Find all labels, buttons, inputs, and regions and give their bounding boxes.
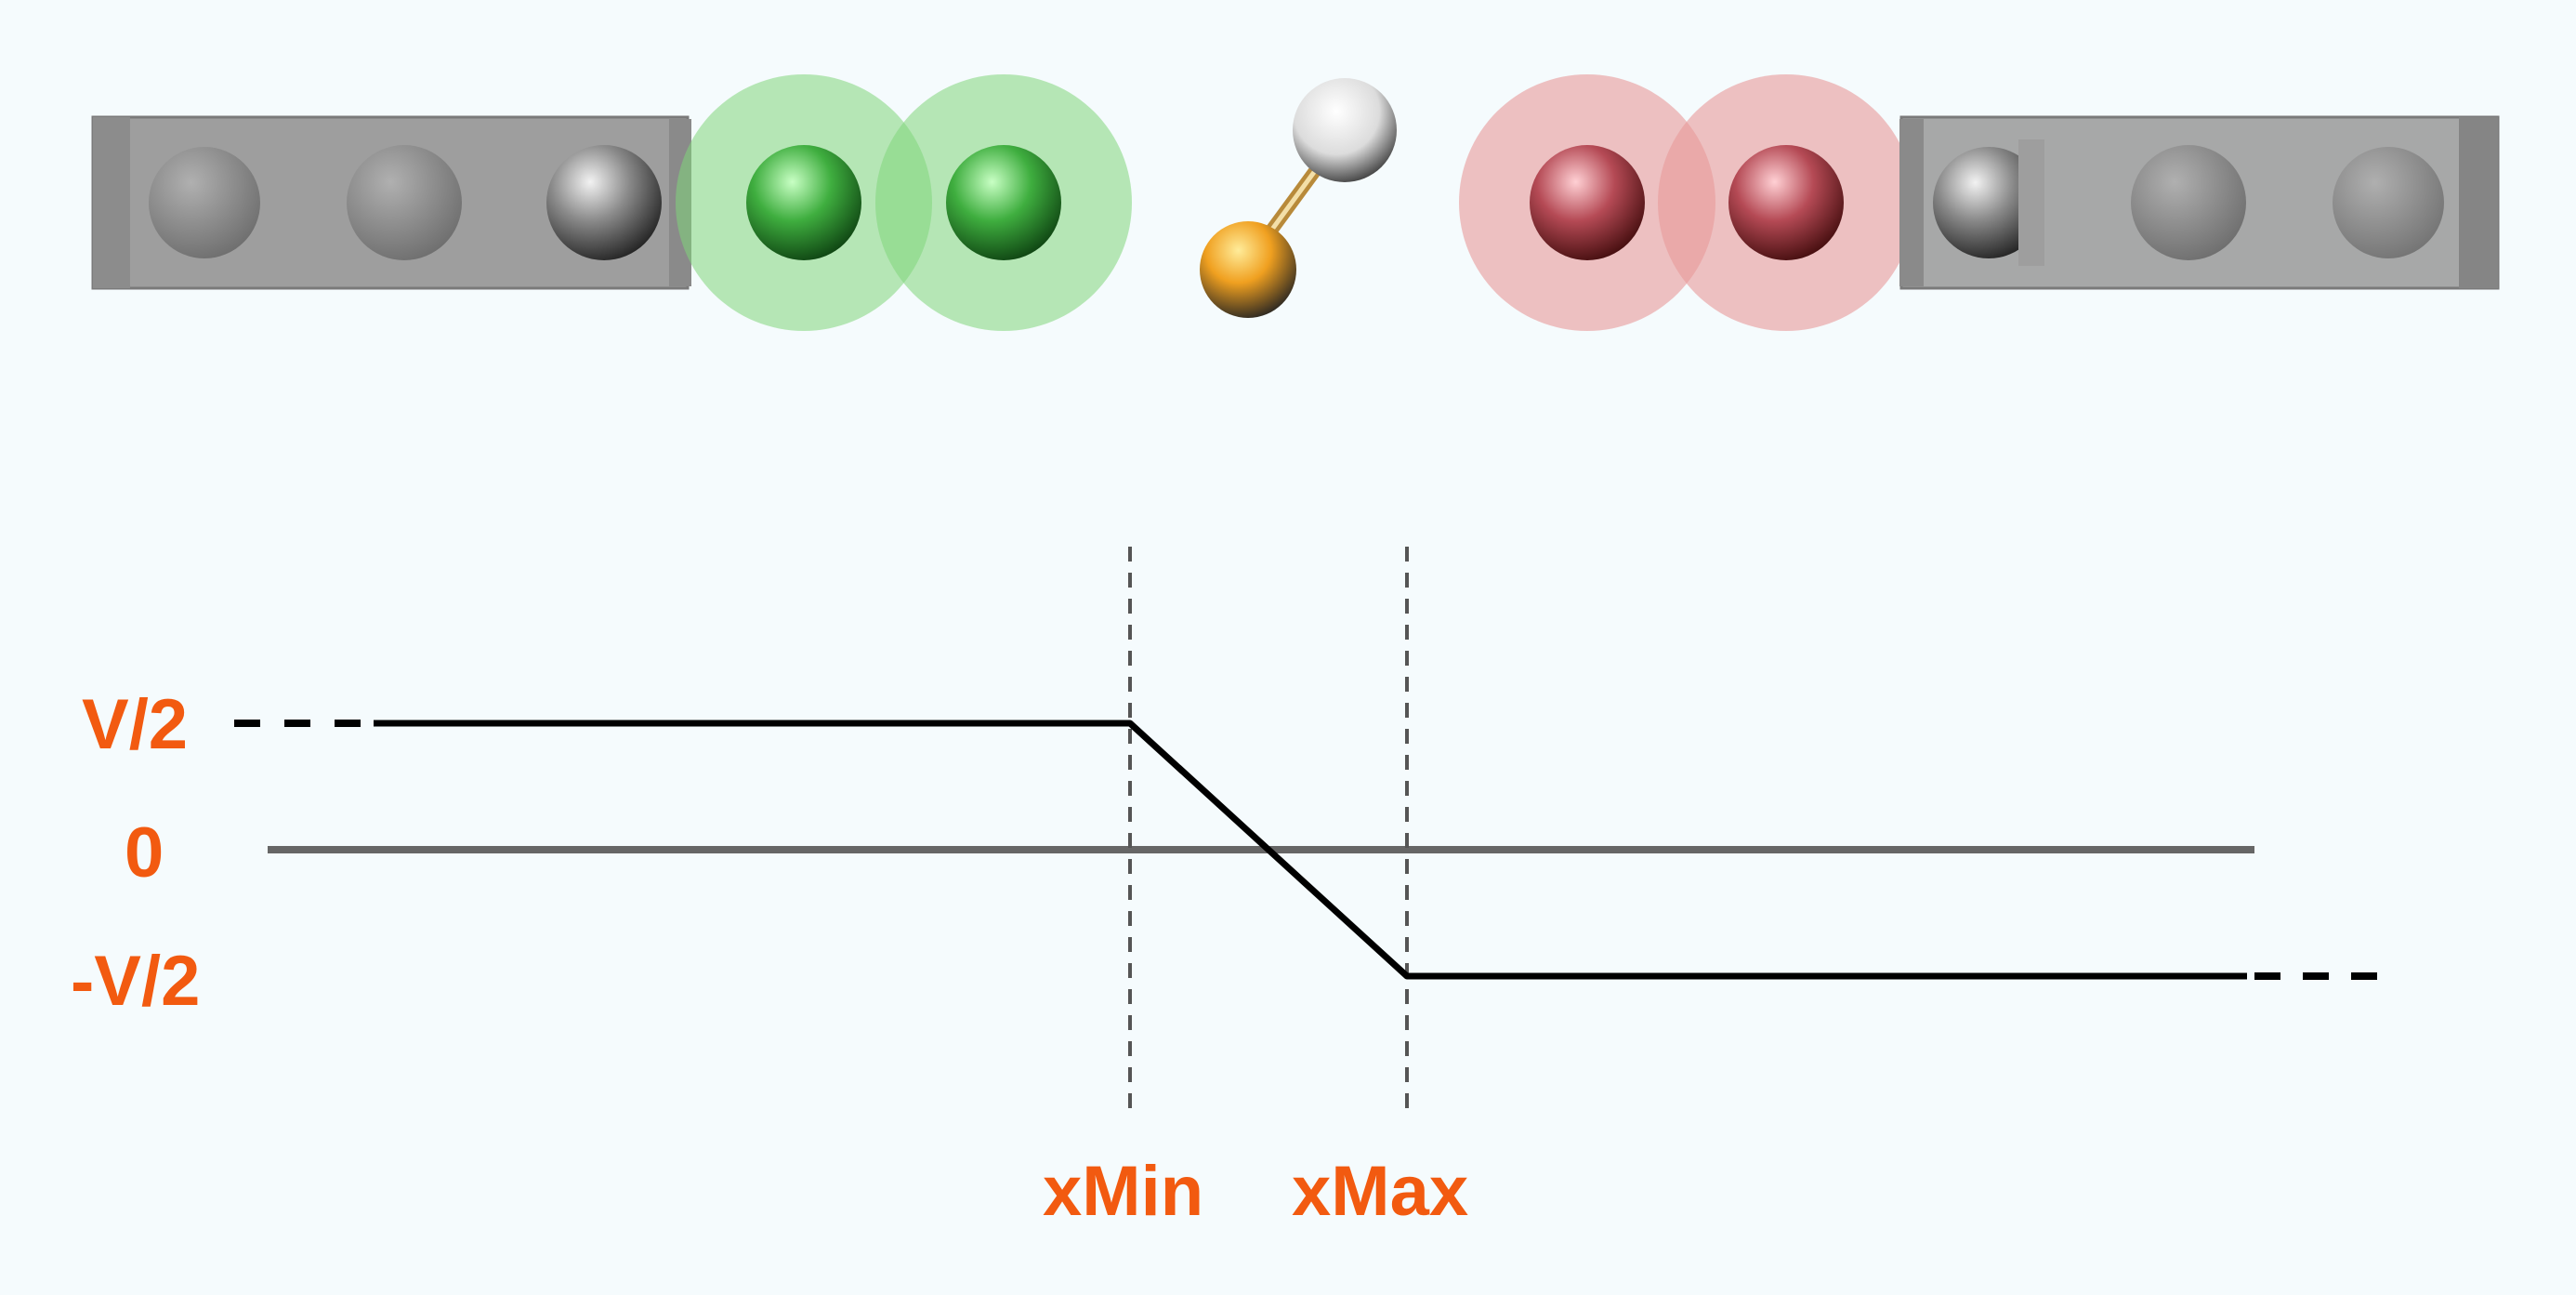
xmax-label: xMax — [1292, 1152, 1469, 1231]
right-electrode-atom — [2333, 147, 2444, 258]
right-electrode — [1899, 115, 2500, 290]
left-electrode-atom — [546, 145, 662, 260]
left-electrode-atom — [347, 145, 462, 260]
anode-atoms — [1459, 74, 1914, 331]
cathode-atom — [946, 145, 1061, 260]
v-low-label: -V/2 — [71, 942, 201, 1021]
v-zero-label: 0 — [125, 813, 164, 892]
xmin-label: xMin — [1043, 1152, 1204, 1231]
cathode-atoms — [676, 74, 1132, 331]
anode-atom — [1728, 145, 1844, 260]
right-electrode-atom — [1933, 147, 2044, 258]
potential-plot — [234, 547, 2379, 1112]
right-electrode-end — [2459, 117, 2498, 288]
diatomic-molecule-icon — [1200, 78, 1397, 318]
potential-profile-line — [374, 720, 2247, 980]
right-electrode-end-left — [1899, 119, 1924, 286]
right-electrode-atom-mask — [2018, 139, 2044, 266]
molecule-gold-atom — [1200, 221, 1296, 318]
molecule-white-atom — [1293, 78, 1397, 182]
v-high-label: V/2 — [82, 685, 189, 764]
cathode-atom — [746, 145, 861, 260]
left-electrode-atom — [149, 147, 260, 258]
left-electrode — [91, 115, 691, 290]
left-electrode-end — [93, 117, 130, 288]
right-electrode-atom — [2131, 145, 2246, 260]
anode-atom — [1530, 145, 1645, 260]
